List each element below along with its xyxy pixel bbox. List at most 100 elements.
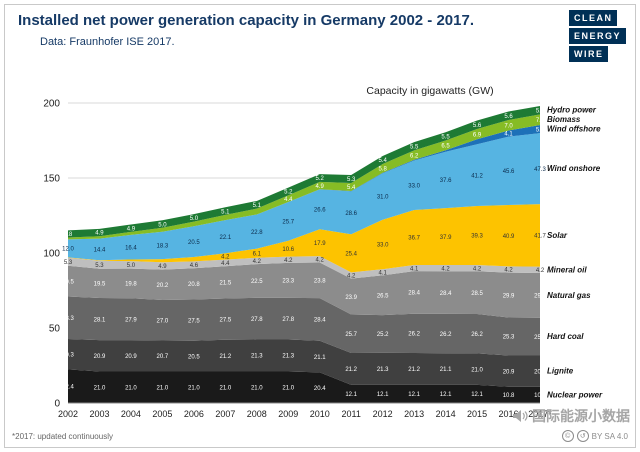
- value-label-biomass: 6.5: [441, 144, 450, 150]
- logo-line-energy: ENERGY: [568, 28, 626, 44]
- value-label-hydro-power: 5.5: [441, 135, 450, 141]
- legend-label-biomass: Biomass: [547, 115, 581, 124]
- value-label-hard-coal: 28.4: [314, 318, 326, 324]
- value-label-natural-gas: 19.8: [125, 282, 137, 288]
- value-label-solar: 17.9: [314, 241, 326, 247]
- value-label-hard-coal: 26.2: [440, 332, 452, 338]
- value-label-natural-gas: 21.5: [219, 281, 231, 287]
- value-label-mineral-oil: 5.3: [95, 263, 104, 269]
- value-label-lignite: 20.9: [94, 354, 106, 360]
- value-label-hydro-power: 4.9: [95, 231, 104, 237]
- y-tick-label: 100: [43, 249, 60, 260]
- value-label-lignite: 21.3: [251, 354, 263, 360]
- legend-label-wind-onshore: Wind onshore: [547, 164, 601, 173]
- value-label-hydro-power: 5.3: [347, 177, 356, 183]
- value-label-hydro-power: 5.0: [190, 216, 199, 222]
- x-tick-label: 2003: [89, 409, 109, 419]
- value-label-lignite: 20.9: [125, 354, 137, 360]
- value-label-hydro-power: 5.6: [504, 114, 513, 120]
- value-label-nuclear-power: 22.4: [62, 384, 74, 390]
- value-label-natural-gas: 22.5: [251, 279, 263, 285]
- area-lignite: [68, 338, 540, 387]
- value-label-wind-onshore: 16.4: [125, 245, 137, 251]
- value-label-natural-gas: 20.2: [157, 283, 169, 289]
- x-tick-label: 2012: [373, 409, 393, 419]
- value-label-mineral-oil: 4.2: [316, 258, 325, 264]
- value-label-natural-gas: 29.9: [534, 294, 546, 300]
- value-label-lignite: 21.1: [440, 367, 452, 373]
- value-label-biomass: 5.8: [378, 167, 387, 173]
- page-title: Installed net power generation capacity …: [18, 12, 475, 29]
- value-label-hard-coal: 28.1: [94, 317, 106, 323]
- value-label-hydro-power: 5.6: [536, 108, 545, 114]
- value-label-mineral-oil: 4.2: [536, 268, 545, 274]
- value-label-wind-onshore: 18.3: [157, 244, 169, 250]
- value-label-lignite: 21.3: [282, 354, 294, 360]
- x-tick-label: 2004: [121, 409, 141, 419]
- value-label-nuclear-power: 10.8: [503, 393, 515, 399]
- value-label-hard-coal: 25.2: [377, 332, 389, 338]
- value-label-lignite: 20.9: [503, 369, 515, 375]
- value-label-lignite: 21.1: [314, 355, 326, 361]
- legend-label-lignite: Lignite: [547, 367, 574, 376]
- value-label-biomass: 6.9: [473, 132, 482, 138]
- area-mineral-oil: [68, 256, 540, 279]
- value-label-wind-onshore: 14.4: [94, 248, 106, 254]
- value-label-hard-coal: 27.0: [157, 318, 169, 324]
- value-label-biomass: 4.9: [316, 184, 325, 190]
- value-label-solar: 33.0: [377, 243, 389, 249]
- data-source: Data: Fraunhofer ISE 2017.: [40, 36, 175, 48]
- value-label-solar: 25.4: [345, 252, 357, 258]
- value-label-mineral-oil: 4.2: [441, 266, 450, 272]
- area-hard-coal: [68, 296, 540, 356]
- value-label-wind-onshore: 20.5: [188, 240, 200, 246]
- value-label-hard-coal: 27.8: [282, 317, 294, 323]
- value-label-biomass: 6.2: [410, 153, 419, 159]
- value-label-nuclear-power: 21.0: [125, 385, 137, 391]
- logo-line-clean: CLEAN: [568, 10, 618, 26]
- value-label-lignite: 20.3: [62, 352, 74, 358]
- value-label-nuclear-power: 20.4: [314, 386, 326, 392]
- area-wind-offshore: [68, 125, 540, 240]
- legend-label-solar: Solar: [547, 231, 568, 240]
- x-tick-label: 2007: [215, 409, 235, 419]
- value-label-lignite: 21.3: [377, 367, 389, 373]
- value-label-mineral-oil: 4.1: [410, 266, 419, 272]
- y-tick-label: 200: [43, 99, 60, 110]
- value-label-wind-onshore: 12.0: [62, 247, 74, 253]
- value-label-hydro-power: 5.0: [158, 222, 167, 228]
- legend-label-mineral-oil: Mineral oil: [547, 265, 587, 274]
- x-tick-label: 2017*: [528, 409, 552, 419]
- value-label-mineral-oil: 4.2: [473, 266, 482, 272]
- x-tick-label: 2014: [436, 409, 456, 419]
- area-hydro-power: [68, 106, 540, 238]
- value-label-wind-offshore: 4.1: [504, 132, 513, 138]
- x-tick-label: 2016: [499, 409, 519, 419]
- value-label-nuclear-power: 21.0: [94, 385, 106, 391]
- value-label-hard-coal: 25.1: [534, 335, 546, 341]
- value-label-hard-coal: 28.3: [62, 316, 74, 322]
- value-label-nuclear-power: 12.1: [408, 392, 420, 398]
- area-biomass: [68, 114, 540, 240]
- value-label-natural-gas: 23.3: [282, 279, 294, 285]
- value-label-nuclear-power: 21.0: [188, 385, 200, 391]
- value-label-wind-onshore: 22.8: [251, 230, 263, 236]
- value-label-mineral-oil: 4.2: [504, 268, 513, 274]
- value-label-lignite: 21.2: [345, 367, 357, 373]
- value-label-hard-coal: 27.8: [251, 317, 263, 323]
- value-label-nuclear-power: 12.1: [440, 392, 452, 398]
- value-label-hydro-power: 5.1: [221, 209, 230, 215]
- area-natural-gas: [68, 262, 540, 318]
- value-label-mineral-oil: 4.2: [253, 259, 262, 265]
- value-label-solar: 10.6: [282, 247, 294, 253]
- value-label-mineral-oil: 5.0: [127, 263, 136, 269]
- value-label-nuclear-power: 12.1: [345, 392, 357, 398]
- value-label-natural-gas: 26.5: [377, 293, 389, 299]
- value-label-wind-offshore: 5.4: [536, 127, 545, 133]
- value-label-hard-coal: 27.5: [188, 318, 200, 324]
- x-tick-label: 2008: [247, 409, 267, 419]
- value-label-natural-gas: 23.8: [314, 279, 326, 285]
- x-tick-label: 2005: [152, 409, 172, 419]
- value-label-wind-onshore: 31.0: [377, 195, 389, 201]
